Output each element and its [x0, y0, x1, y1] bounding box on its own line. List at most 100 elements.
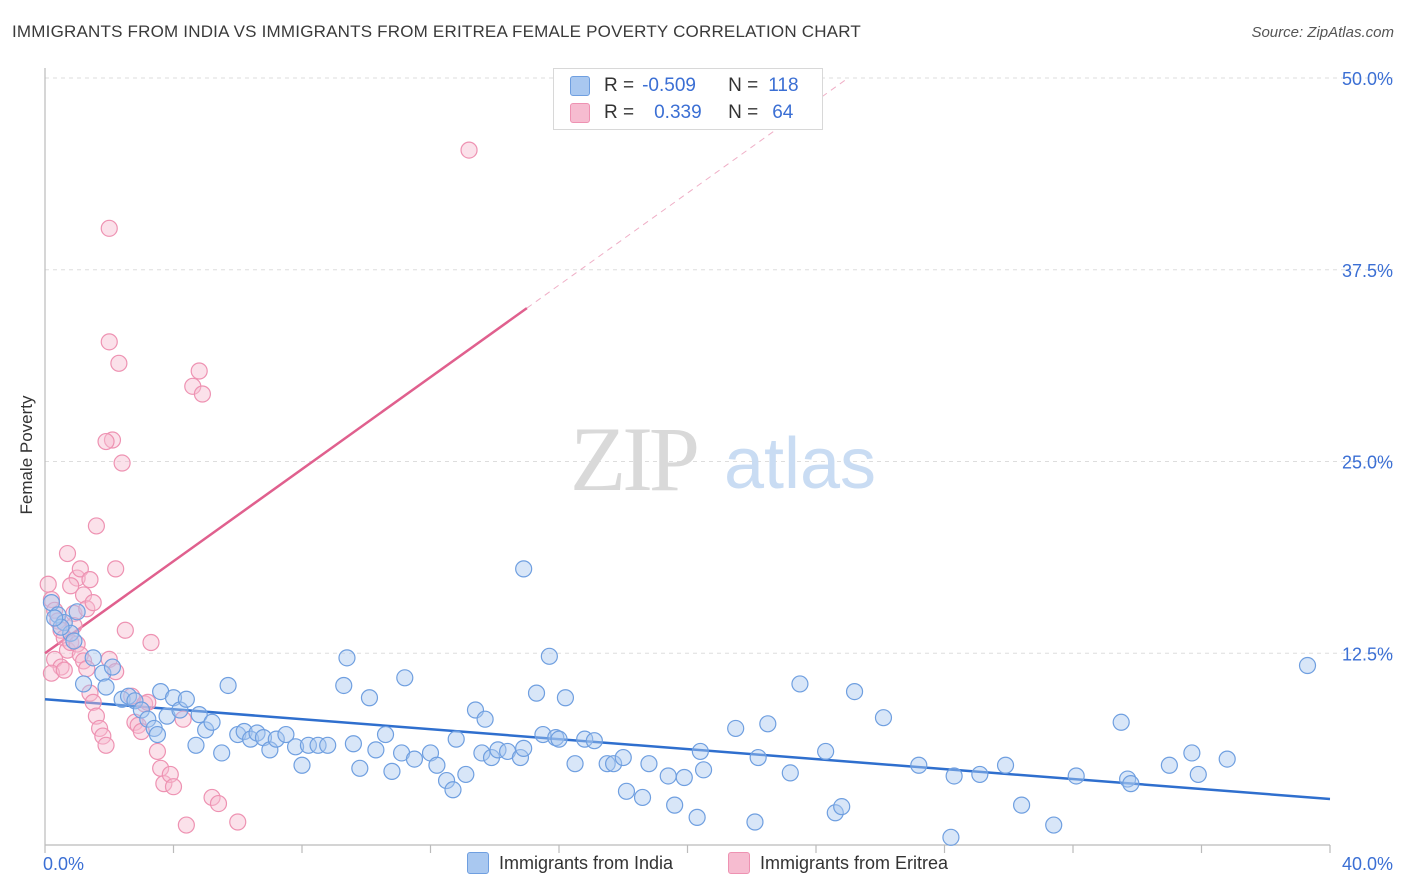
legend-r-label: R =: [604, 75, 635, 96]
data-point-india: [817, 742, 835, 761]
data-point-india: [640, 755, 658, 773]
data-point-eritrea: [62, 577, 80, 595]
data-point-india: [344, 735, 362, 753]
data-point-india: [1112, 713, 1130, 731]
data-point-india: [177, 690, 195, 708]
data-point-india: [319, 736, 337, 754]
y-tick-label: 25.0%: [1342, 453, 1393, 473]
data-point-india: [219, 676, 237, 695]
data-point-india: [74, 675, 93, 693]
data-point-eritrea: [116, 621, 134, 639]
legend-r-value: 0.339: [654, 102, 702, 123]
legend-swatch-eritrea: [570, 103, 590, 123]
data-point-eritrea: [107, 560, 125, 578]
data-point-india: [84, 649, 102, 667]
data-point-india: [749, 748, 767, 767]
data-point-eritrea: [209, 794, 228, 813]
data-point-india: [1067, 767, 1085, 785]
data-point-india: [171, 701, 189, 719]
data-point-india: [585, 732, 603, 750]
data-point-india: [691, 742, 709, 761]
data-point-eritrea: [113, 454, 131, 472]
data-point-india: [566, 755, 584, 773]
data-point-india: [1218, 750, 1236, 768]
data-point-india: [94, 664, 112, 682]
data-point-india: [103, 658, 122, 676]
trend-lines: [44, 77, 1331, 801]
data-point-eritrea: [148, 742, 167, 761]
data-point-india: [126, 692, 144, 710]
tick-labels: 12.5% 25.0% 37.5% 50.0% 0.0% 40.0%: [43, 69, 1393, 874]
data-point-india: [261, 741, 279, 759]
data-point-india: [534, 725, 552, 744]
legend-swatch-eritrea: [728, 852, 750, 874]
legend-item-eritrea[interactable]: Immigrants from Eritrea: [728, 852, 948, 874]
watermark: ZIP atlas: [570, 408, 876, 510]
data-point-india: [203, 713, 221, 731]
data-point-india: [351, 759, 369, 777]
data-point-india: [132, 701, 150, 719]
data-point-india: [396, 669, 414, 687]
legend-label-eritrea: Immigrants from Eritrea: [760, 852, 949, 873]
data-point-india: [46, 609, 64, 627]
legend-swatch-india: [467, 852, 489, 874]
data-point-eritrea: [78, 600, 96, 618]
data-point-eritrea: [193, 385, 212, 403]
data-point-india: [942, 828, 960, 846]
data-point-india: [527, 684, 546, 702]
x-tick-label: 40.0%: [1342, 854, 1393, 874]
data-point-india: [617, 782, 636, 800]
data-point-india: [447, 730, 465, 748]
data-point-india: [97, 678, 115, 696]
data-point-india: [52, 618, 70, 636]
data-point-india: [473, 744, 491, 762]
data-point-india: [148, 725, 167, 744]
legend-n-label: N =: [728, 102, 759, 123]
data-point-india: [242, 730, 260, 748]
data-point-india: [383, 762, 401, 780]
data-point-eritrea: [100, 219, 118, 237]
legend-r-label: R =: [604, 102, 635, 123]
data-point-india: [659, 767, 677, 785]
data-point-india: [190, 706, 208, 724]
data-point-india: [598, 755, 616, 773]
data-point-india: [367, 741, 385, 759]
data-point-india: [55, 613, 73, 632]
data-point-india: [826, 804, 844, 822]
data-point-eritrea: [229, 813, 247, 831]
data-point-india: [540, 647, 558, 665]
data-point-eritrea: [100, 333, 118, 351]
data-point-eritrea: [87, 517, 106, 535]
data-point-india: [293, 756, 311, 774]
data-point-india: [405, 750, 424, 768]
data-point-eritrea: [52, 658, 70, 676]
data-point-india: [360, 689, 379, 707]
data-point-india: [874, 709, 893, 727]
legend-row-india: R = -0.509 N = 118: [570, 73, 799, 99]
data-point-india: [309, 736, 327, 754]
correlation-legend: R = -0.509 N = 118 R = 0.339 N = 64: [553, 68, 823, 130]
data-point-eritrea: [55, 661, 73, 679]
watermark-zip: ZIP: [570, 408, 697, 510]
data-point-eritrea: [94, 727, 112, 745]
legend-r-value: -0.509: [642, 75, 696, 96]
data-point-india: [746, 813, 764, 831]
trend-line-india: [44, 698, 1331, 801]
data-point-india: [550, 730, 568, 748]
legend-n-value: 64: [772, 102, 794, 123]
data-point-india: [187, 736, 205, 754]
series-india: [42, 560, 1317, 846]
data-point-india: [277, 725, 295, 744]
data-point-eritrea: [84, 594, 102, 612]
data-point-india: [65, 632, 83, 650]
data-point-india: [845, 682, 864, 701]
series-legend: Immigrants from India Immigrants from Er…: [0, 852, 1406, 878]
legend-item-india[interactable]: Immigrants from India: [467, 852, 673, 874]
legend-row-eritrea: R = 0.339 N = 64: [570, 100, 793, 126]
data-point-eritrea: [155, 775, 173, 793]
data-point-india: [68, 603, 86, 621]
data-point-india: [457, 765, 475, 784]
data-point-eritrea: [42, 664, 61, 682]
data-point-india: [511, 748, 530, 767]
data-point-eritrea: [97, 432, 115, 451]
